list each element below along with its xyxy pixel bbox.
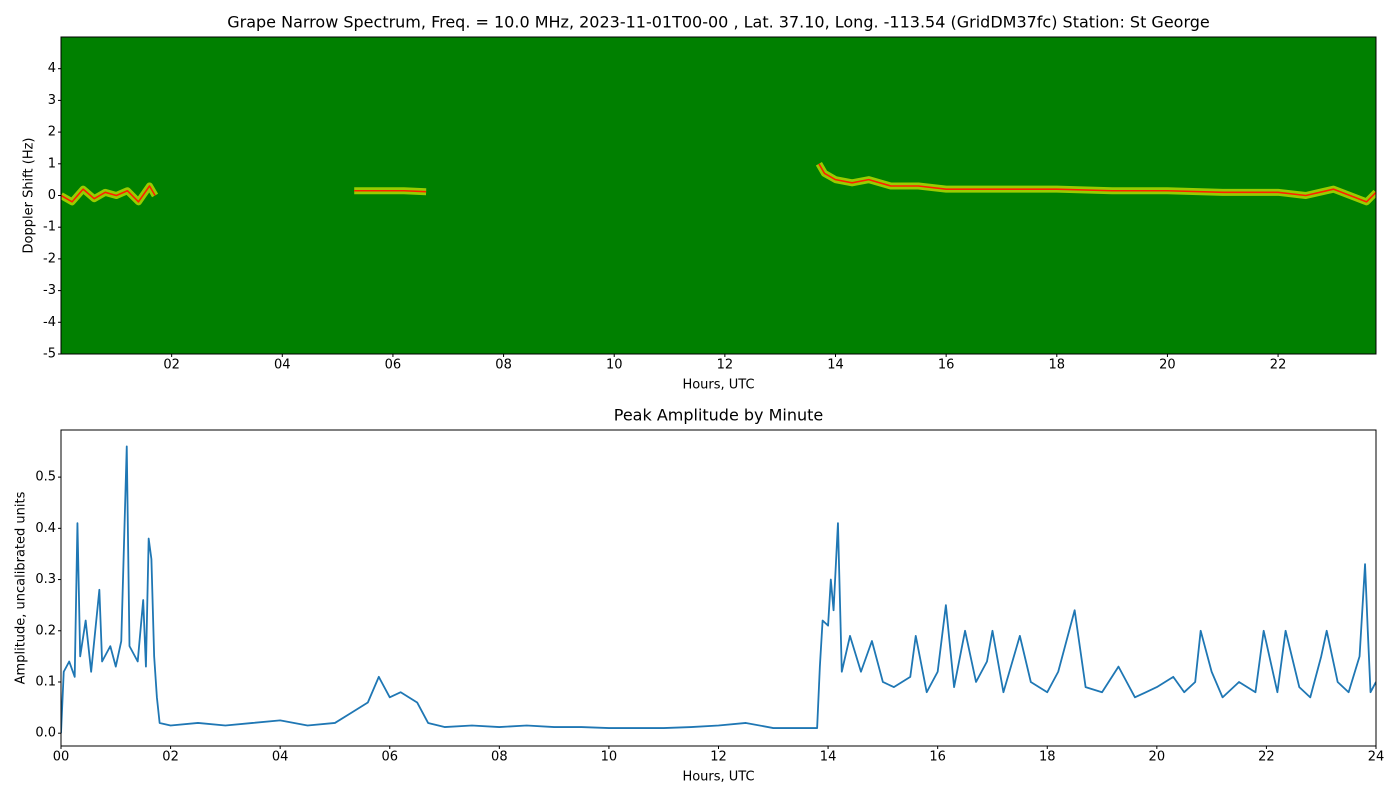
- x-tick-label: 10: [606, 358, 623, 373]
- x-tick-label: 16: [938, 358, 955, 373]
- x-axis-label: Hours, UTC: [682, 378, 754, 393]
- x-tick-label: 06: [381, 750, 398, 765]
- y-axis-label: Doppler Shift (Hz): [22, 138, 37, 254]
- x-tick-label: 12: [710, 750, 727, 765]
- y-tick-label: 4: [48, 61, 56, 76]
- plot-frame: [60, 429, 1377, 747]
- y-tick-label: 0.4: [35, 521, 56, 536]
- x-tick-label: 08: [495, 358, 512, 373]
- x-tick-label: 22: [1258, 750, 1275, 765]
- x-tick-label: 10: [601, 750, 618, 765]
- y-tick-label: 0: [48, 188, 56, 203]
- x-tick-label: 02: [162, 750, 179, 765]
- y-tick-label: 1: [48, 156, 56, 171]
- y-tick-label: 0.2: [35, 623, 56, 638]
- x-tick-label: 14: [820, 750, 837, 765]
- y-tick-label: -2: [43, 251, 56, 266]
- x-axis-label: Hours, UTC: [682, 770, 754, 785]
- y-tick-label: 0.3: [35, 572, 56, 587]
- x-tick-label: 14: [827, 358, 844, 373]
- x-tick-label: 20: [1159, 358, 1176, 373]
- x-tick-label: 02: [163, 358, 180, 373]
- x-tick-label: 18: [1049, 358, 1066, 373]
- y-tick-label: 0.5: [35, 470, 56, 485]
- x-tick-label: 04: [274, 358, 291, 373]
- x-tick-label: 00: [53, 750, 70, 765]
- y-tick-label: -3: [43, 283, 56, 298]
- amplitude-line: [61, 445, 1376, 734]
- spectrogram-background: [61, 37, 1376, 354]
- y-axis-label: Amplitude, uncalibrated units: [14, 491, 29, 684]
- y-tick-label: -1: [43, 220, 56, 235]
- y-tick-label: -5: [43, 347, 56, 362]
- x-tick-label: 16: [929, 750, 946, 765]
- x-tick-label: 08: [491, 750, 508, 765]
- x-tick-label: 24: [1368, 750, 1385, 765]
- y-tick-label: 0.1: [35, 674, 56, 689]
- chart-title: Peak Amplitude by Minute: [614, 406, 824, 425]
- x-tick-label: 22: [1270, 358, 1287, 373]
- x-tick-label: 20: [1149, 750, 1166, 765]
- doppler-trace: [61, 163, 1376, 203]
- x-tick-label: 04: [272, 750, 289, 765]
- y-tick-label: 0.0: [35, 726, 56, 741]
- x-tick-label: 12: [717, 358, 734, 373]
- y-tick-label: -4: [43, 315, 56, 330]
- y-tick-label: 3: [48, 93, 56, 108]
- chart-title: Grape Narrow Spectrum, Freq. = 10.0 MHz,…: [227, 13, 1210, 32]
- x-tick-label: 06: [385, 358, 402, 373]
- y-tick-label: 2: [48, 125, 56, 140]
- x-tick-label: 18: [1039, 750, 1056, 765]
